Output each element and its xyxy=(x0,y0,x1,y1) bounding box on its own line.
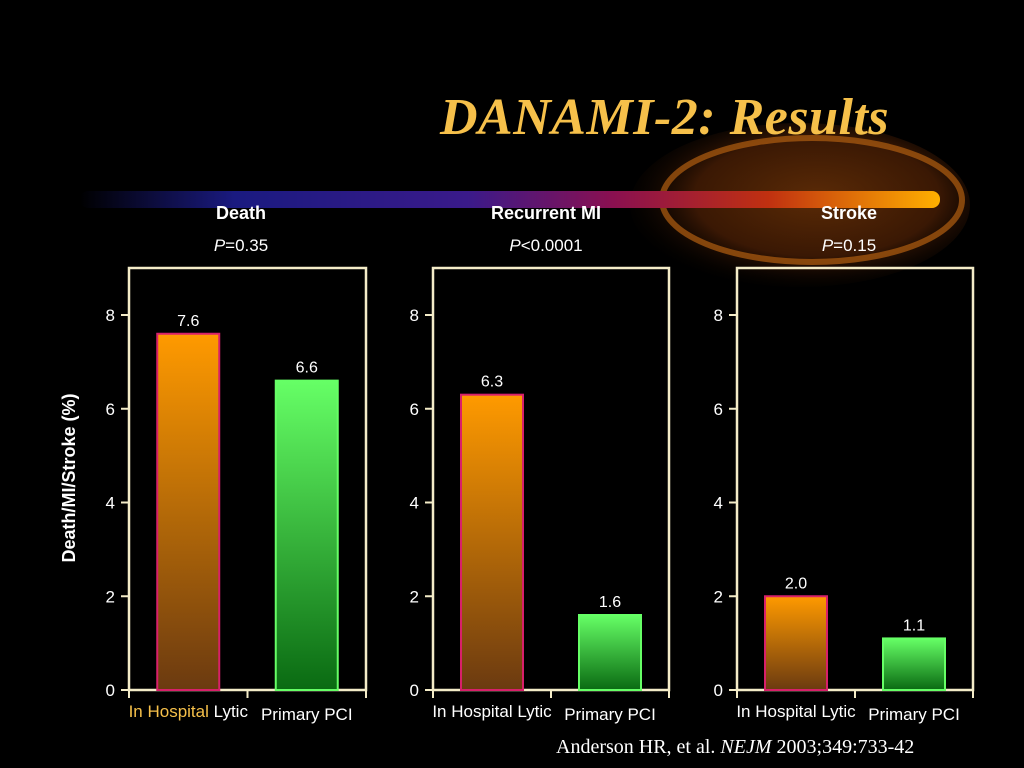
bar-value-label: 1.1 xyxy=(903,617,925,634)
citation-authors: Anderson HR, et al. xyxy=(556,736,716,758)
category-label: In Hospital Lytic xyxy=(129,702,249,721)
y-tick-label: 8 xyxy=(410,306,419,325)
y-tick-label: 6 xyxy=(106,400,115,419)
y-tick-label: 4 xyxy=(106,494,115,513)
y-tick-label: 6 xyxy=(714,400,723,419)
chart-panel-3: Stroke P=0.15 0 2 4 6 8 2.0 In Hospital Lytic 1.1… xyxy=(714,203,975,724)
chart-title: Death xyxy=(216,203,266,223)
y-axis-label: Death/MI/Stroke (%) xyxy=(59,393,79,562)
bar-primary-pci xyxy=(882,637,946,691)
category-label: Primary PCI xyxy=(868,705,960,724)
category-label: Primary PCI xyxy=(261,705,353,724)
category-label: In Hospital Lytic xyxy=(432,702,552,721)
y-tick-label: 4 xyxy=(714,494,723,513)
bar-value-label: 6.3 xyxy=(481,374,503,391)
decorative-swoosh xyxy=(80,191,940,208)
bar-value-label: 1.6 xyxy=(599,594,621,611)
chart-panel-2: Recurrent MI P<0.0001 0 2 4 6 8 6.3 In Hospital … xyxy=(410,203,671,724)
y-tick-label: 8 xyxy=(714,306,723,325)
bar-primary-pci xyxy=(274,379,339,691)
y-tick-label: 8 xyxy=(106,306,115,325)
p-value: P=0.35 xyxy=(214,236,268,255)
y-tick-label: 2 xyxy=(410,587,419,606)
y-tick-label: 2 xyxy=(106,587,115,606)
bar-in-hospital-lytic xyxy=(156,332,221,691)
bar-value-label: 2.0 xyxy=(785,575,807,592)
y-tick-label: 0 xyxy=(714,681,723,700)
slide-title: DANAMI-2: Results xyxy=(440,89,890,146)
bar-value-label: 6.6 xyxy=(296,360,318,377)
bar-in-hospital-lytic xyxy=(460,393,524,691)
citation: Anderson HR, et al. NEJM 2003;349:733-42 xyxy=(556,736,914,759)
y-tick-label: 6 xyxy=(410,400,419,419)
bar-primary-pci xyxy=(578,614,642,691)
bar-value-label: 7.6 xyxy=(177,313,199,330)
chart-panel-1: Death P=0.35 0 2 4 6 8 7.6 In Hospital Lytic 6.6 P… xyxy=(59,203,368,724)
y-tick-label: 0 xyxy=(410,681,419,700)
y-tick-label: 4 xyxy=(410,494,419,513)
y-tick-label: 2 xyxy=(714,587,723,606)
category-label: Primary PCI xyxy=(564,705,656,724)
citation-detail: 2003;349:733-42 xyxy=(776,736,915,758)
bar-in-hospital-lytic xyxy=(764,595,828,691)
chart-title: Recurrent MI xyxy=(491,203,601,223)
p-value: P=0.15 xyxy=(822,236,876,255)
p-value: P<0.0001 xyxy=(509,236,582,255)
y-tick-label: 0 xyxy=(106,681,115,700)
category-label: In Hospital Lytic xyxy=(736,702,856,721)
citation-journal: NEJM xyxy=(720,736,772,758)
chart-title: Stroke xyxy=(821,203,877,223)
